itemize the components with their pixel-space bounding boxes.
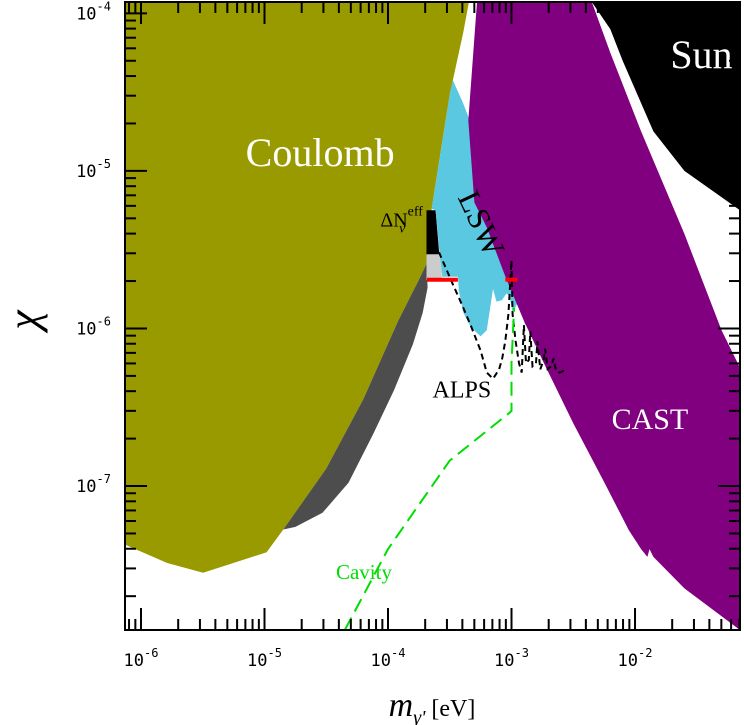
line-alps [426,224,567,381]
lines-layer [343,224,567,630]
regions-layer [125,2,740,630]
x-tick-label: 10-5 [247,646,282,671]
region-sun [591,2,740,211]
x-axis-title: mγ' [eV] [389,687,476,725]
label-coulomb: Coulomb [246,130,395,175]
region-coulomb [125,2,469,573]
y-tick-label: 10-4 [76,0,111,24]
y-axis-title: χ [0,309,48,334]
x-tick-label: 10-2 [618,646,653,671]
x-tick-label: 10-6 [124,646,159,671]
y-tick-labels: 10-7 10-6 10-5 10-4 [76,0,111,497]
x-tick-label: 10-3 [494,646,529,671]
y-tick-label: 10-5 [76,157,111,182]
label-sun: Sun [670,32,732,77]
ticks-layer [125,2,741,630]
label-delta-n-eff: ΔNeff ν [380,205,423,237]
line-cavity [343,307,516,630]
label-cast: CAST [612,403,689,436]
plot-frame [124,1,741,631]
y-tick-label: 10-6 [76,314,111,339]
region-delta-n-eff-light [426,254,443,280]
label-cavity: Cavity [336,560,392,584]
label-alps: ALPS [432,377,491,403]
x-tick-label: 10-4 [371,646,406,671]
x-tick-labels: 10-6 10-5 10-4 10-3 10-2 [124,646,653,671]
y-tick-label: 10-7 [76,472,111,497]
region-cast [468,2,740,630]
